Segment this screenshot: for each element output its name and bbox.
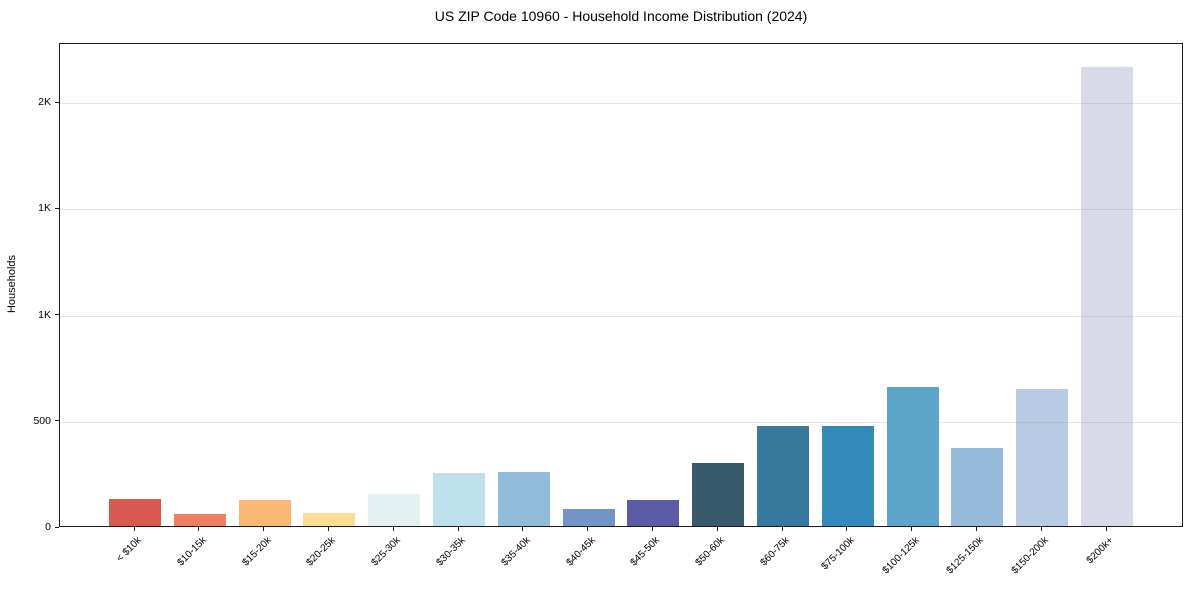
x-tick-mark-$200k+ [1105,527,1107,531]
x-tick-label-< $10k: < $10k [114,535,144,565]
y-tick-mark-0 [55,526,59,528]
x-tick-label-$25-30k: $25-30k [369,535,403,569]
x-tick-mark-$60-75k [781,527,783,531]
bar-$60-75k [757,425,809,526]
bar-$75-100k [821,425,874,526]
y-axis-label: Households [6,254,18,314]
bar-$20-25k [303,512,356,526]
bar-$40-45k [562,509,615,526]
bar-$45-50k [627,499,680,526]
chart-title: US ZIP Code 10960 - Household Income Dis… [434,8,808,24]
gridline-1500 [60,209,1182,211]
bar-$25-30k [368,493,421,526]
bar-$50-60k [692,463,745,526]
y-tick-label-1500: 1K [38,202,51,215]
bar-$15-20k [238,499,291,526]
y-tick-mark-1500 [55,207,59,209]
y-tick-label-500: 500 [33,414,51,427]
x-tick-label-$40-45k: $40-45k [564,535,598,569]
x-tick-mark-< $10k [133,527,135,531]
x-tick-label-$30-35k: $30-35k [434,535,468,569]
bar-$200k+ [1081,66,1133,526]
bar-$10-15k [173,513,226,526]
x-tick-label-$10-15k: $10-15k [175,535,209,569]
x-tick-mark-$50-60k [716,527,718,531]
plot-area [59,43,1183,527]
x-tick-mark-$20-25k [327,527,330,531]
x-tick-mark-$25-30k [392,527,394,531]
bar-$30-35k [433,473,485,526]
bar-$125-150k [951,448,1004,526]
x-tick-mark-$10-15k [198,527,200,531]
x-tick-label-$75-100k: $75-100k [819,535,857,573]
x-tick-label-$150-200k: $150-200k [1009,535,1051,577]
x-tick-mark-$100-125k [911,527,913,531]
x-tick-mark-$40-45k [587,527,589,531]
bar-$100-125k [886,386,939,526]
bar-< $10k [109,499,161,526]
x-tick-label-$35-40k: $35-40k [499,535,533,569]
x-tick-label-$125-150k: $125-150k [944,535,987,577]
x-tick-label-$45-50k: $45-50k [628,535,663,569]
x-tick-label-$20-25k: $20-25k [304,535,339,569]
y-tick-label-1000: 1K [38,308,51,321]
x-tick-mark-$15-20k [263,527,265,531]
y-tick-mark-1000 [55,314,59,316]
x-tick-label-$15-20k: $15-20k [240,535,274,569]
y-tick-label-2000: 2K [38,96,51,109]
x-tick-mark-$150-200k [1040,527,1042,531]
x-tick-label-$200k+: $200k+ [1084,535,1116,567]
gridline-500 [60,421,1182,423]
y-tick-label-0: 0 [45,521,51,533]
y-tick-mark-500 [55,420,59,422]
gridline-2000 [60,103,1182,105]
x-tick-label-$50-60k: $50-60k [693,535,727,569]
x-tick-mark-$30-35k [457,527,459,531]
x-tick-mark-$35-40k [522,527,524,531]
x-tick-mark-$45-50k [651,527,654,531]
x-tick-mark-$125-150k [975,527,978,531]
x-tick-label-$60-75k: $60-75k [758,535,792,569]
bar-$150-200k [1016,388,1069,526]
x-tick-mark-$75-100k [846,527,848,531]
bar-$35-40k [497,472,550,526]
x-tick-label-$100-125k: $100-125k [880,535,922,577]
gridline-1000 [60,315,1182,317]
y-tick-mark-2000 [55,101,59,103]
